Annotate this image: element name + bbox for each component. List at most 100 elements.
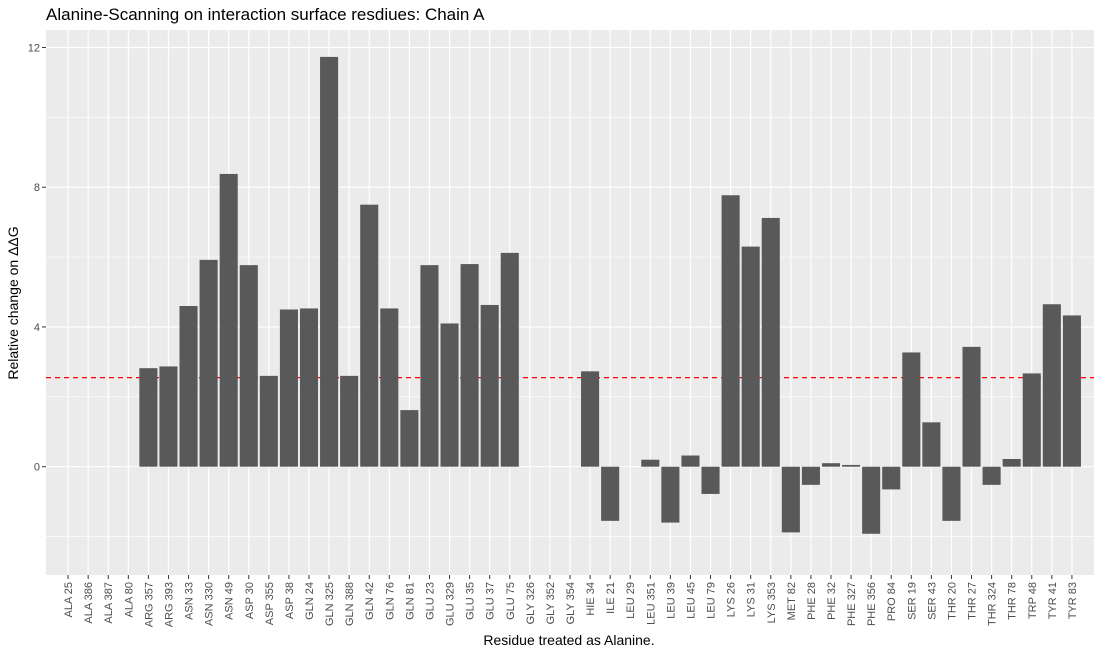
x-tick-label: THR 324 (987, 582, 999, 626)
bar (460, 264, 479, 467)
bar (962, 346, 981, 467)
x-tick-label: PRO 84 (886, 582, 898, 621)
x-tick-label: THR 27 (967, 582, 979, 620)
bar (1062, 315, 1081, 467)
chart-title: Alanine-Scanning on interaction surface … (46, 5, 485, 24)
bar (982, 466, 1001, 485)
x-tick-label: ASN 33 (184, 582, 196, 620)
x-tick-label: ALA 386 (83, 582, 95, 624)
x-tick-label: TYR 83 (1067, 582, 1079, 619)
bar (942, 466, 961, 521)
bar (380, 308, 399, 467)
x-tick-label: GLN 81 (404, 582, 416, 620)
x-tick-label: LEU 351 (645, 582, 657, 625)
x-tick-label: GLU 35 (465, 582, 477, 620)
bar (360, 204, 379, 467)
bar (882, 466, 901, 490)
bar (741, 246, 760, 467)
x-tick-label: GLY 326 (525, 582, 537, 624)
x-tick-label: GLY 354 (565, 582, 577, 624)
bar (139, 368, 158, 467)
bar (279, 309, 298, 467)
bar (842, 464, 861, 467)
x-tick-label: GLN 325 (324, 582, 336, 626)
bar (1042, 304, 1061, 467)
bar (922, 422, 941, 467)
x-tick-label: ASP 30 (244, 582, 256, 619)
x-tick-label: SER 43 (926, 582, 938, 620)
x-tick-label: GLN 388 (344, 582, 356, 626)
bar (801, 466, 820, 485)
x-tick-label: GLU 37 (485, 582, 497, 620)
bar (199, 259, 218, 467)
x-tick-label: GLY 352 (545, 582, 557, 624)
bar (821, 463, 841, 467)
x-axis-title: Residue treated as Alanine. (483, 632, 654, 648)
x-tick-label: LEU 29 (625, 582, 637, 619)
y-axis: 0 4 8 12 (28, 42, 46, 474)
bar (179, 305, 198, 467)
x-tick-label: MET 82 (786, 582, 798, 620)
bar (681, 455, 700, 467)
x-tick-label: ASP 38 (284, 582, 296, 619)
bar (219, 173, 238, 467)
x-tick-label: GLU 75 (505, 582, 517, 620)
bar (781, 466, 800, 533)
bar (299, 308, 319, 467)
x-tick-label: ILE 21 (605, 582, 617, 614)
x-tick-label: ARG 393 (163, 582, 175, 627)
x-tick-label: HIE 34 (585, 582, 597, 616)
y-tick-label: 4 (34, 322, 40, 334)
x-tick-label: ASP 355 (264, 582, 276, 625)
bar (601, 466, 620, 521)
bar (259, 375, 278, 467)
x-tick-label: TRP 48 (1027, 582, 1039, 619)
x-axis: ALA 25 ALA 386 ALA 387 ALA 80 ARG 357 ARG 393… (63, 575, 1079, 627)
y-tick-label: 8 (34, 182, 40, 194)
bar (400, 410, 419, 467)
x-tick-label: ASN 330 (204, 582, 216, 626)
bar (862, 466, 881, 534)
x-tick-label: GLU 23 (424, 582, 436, 620)
x-tick-label: ASN 49 (224, 582, 236, 620)
bar (340, 375, 359, 467)
y-axis-title: Relative change on ΔΔG (5, 226, 21, 379)
bar (500, 252, 519, 467)
x-tick-label: LEU 79 (706, 582, 718, 619)
bar (581, 371, 600, 467)
y-tick-label: 12 (28, 42, 40, 54)
x-tick-label: SER 19 (906, 582, 918, 620)
x-tick-label: LYS 31 (746, 582, 758, 617)
bar (661, 466, 680, 523)
bar (320, 56, 339, 467)
x-tick-label: PHE 356 (866, 582, 878, 626)
bar (1002, 459, 1021, 467)
bar (1022, 373, 1041, 467)
x-tick-label: ALA 387 (103, 582, 115, 624)
x-tick-label: PHE 327 (846, 582, 858, 626)
x-tick-label: ARG 357 (143, 582, 155, 627)
bar (902, 352, 921, 467)
x-tick-label: LYS 26 (726, 582, 738, 617)
x-tick-label: ALA 80 (123, 582, 135, 617)
x-tick-label: TYR 41 (1047, 582, 1059, 619)
x-tick-label: PHE 28 (806, 582, 818, 620)
bar (701, 466, 720, 494)
x-tick-label: THR 20 (946, 582, 958, 620)
bar (480, 304, 499, 467)
y-tick-label: 0 (34, 462, 40, 474)
x-tick-label: ALA 25 (63, 582, 75, 617)
x-tick-label: PHE 32 (826, 582, 838, 620)
x-tick-label: LEU 45 (685, 582, 697, 619)
x-tick-label: GLN 24 (304, 582, 316, 620)
bar (420, 265, 439, 467)
x-tick-label: THR 78 (1007, 582, 1019, 620)
bar (761, 217, 780, 467)
bar (721, 195, 740, 467)
x-tick-label: GLN 42 (364, 582, 376, 620)
bars-layer (139, 56, 1081, 534)
x-tick-label: LYS 353 (766, 582, 778, 623)
x-tick-label: GLN 76 (384, 582, 396, 620)
bar (641, 459, 660, 467)
